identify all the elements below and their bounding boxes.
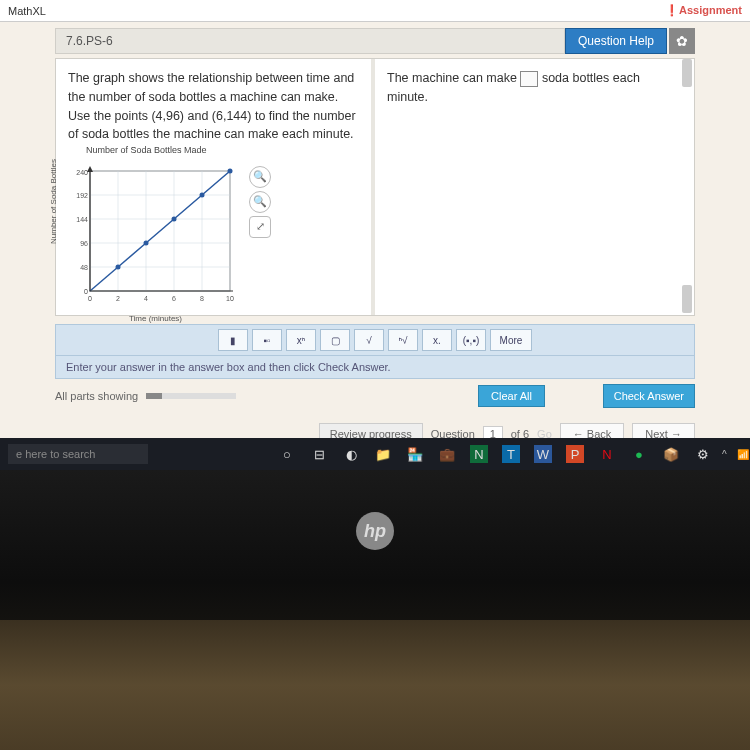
palette-btn[interactable]: √ xyxy=(354,329,384,351)
expand-chart-icon[interactable]: ⤢ xyxy=(249,216,271,238)
svg-text:48: 48 xyxy=(80,264,88,271)
svg-point-27 xyxy=(172,216,177,221)
hp-logo: hp xyxy=(356,512,394,550)
svg-text:8: 8 xyxy=(200,295,204,302)
palette-btn[interactable]: ⁿ√ xyxy=(388,329,418,351)
parts-showing-label: All parts showing xyxy=(55,390,138,402)
windows-taskbar: e here to search ○ ⊟ ◐ 📁 🏪 💼 N T W P N ●… xyxy=(0,438,750,470)
problem-text: The graph shows the relationship between… xyxy=(68,69,359,144)
svg-text:4: 4 xyxy=(144,295,148,302)
top-bar: MathXL ❗Assignment xyxy=(0,0,750,22)
palette-btn[interactable]: x. xyxy=(422,329,452,351)
svg-point-28 xyxy=(200,192,205,197)
word-icon[interactable]: W xyxy=(534,445,552,463)
answer-input[interactable] xyxy=(520,71,538,87)
answer-text-pre: The machine can make xyxy=(387,71,517,85)
palette-btn[interactable]: ▢ xyxy=(320,329,350,351)
svg-text:96: 96 xyxy=(80,240,88,247)
app-icon-2[interactable]: 📦 xyxy=(662,445,680,463)
problem-panel: The graph shows the relationship between… xyxy=(56,59,375,315)
scroll-handle-top[interactable] xyxy=(682,59,692,87)
svg-text:2: 2 xyxy=(116,295,120,302)
store-icon[interactable]: 🏪 xyxy=(406,445,424,463)
svg-text:192: 192 xyxy=(76,192,88,199)
explorer-icon[interactable]: 📁 xyxy=(374,445,392,463)
svg-text:10: 10 xyxy=(226,295,234,302)
svg-point-25 xyxy=(116,264,121,269)
svg-text:240: 240 xyxy=(76,169,88,176)
x-axis-label: Time (minutes) xyxy=(129,313,182,325)
clear-all-button[interactable]: Clear All xyxy=(478,385,545,407)
app-icon[interactable]: 💼 xyxy=(438,445,456,463)
scroll-handle-bottom[interactable] xyxy=(682,285,692,313)
zoom-in-icon[interactable]: 🔍 xyxy=(249,166,271,188)
desk-surface xyxy=(0,620,750,750)
svg-text:6: 6 xyxy=(172,295,176,302)
assignment-alert[interactable]: ❗Assignment xyxy=(665,4,742,17)
tray-chevron-icon[interactable]: ^ xyxy=(722,449,727,460)
instruction-text: Enter your answer in the answer box and … xyxy=(55,356,695,379)
line-chart: Number of Soda Bottles 04896144192240 xyxy=(68,166,243,311)
math-palette: ▮ ▪▫ xⁿ ▢ √ ⁿ√ x. (▪,▪) More xyxy=(55,324,695,356)
tray-wifi-icon[interactable]: 📶 xyxy=(737,449,749,460)
teams-icon[interactable]: T xyxy=(502,445,520,463)
check-answer-button[interactable]: Check Answer xyxy=(603,384,695,408)
y-axis-label: Number of Soda Bottles xyxy=(48,159,60,244)
zoom-out-icon[interactable]: 🔍 xyxy=(249,191,271,213)
palette-more-button[interactable]: More xyxy=(490,329,532,351)
chart-title: Number of Soda Bottles Made xyxy=(86,144,359,158)
svg-point-29 xyxy=(228,168,233,173)
taskbar-search[interactable]: e here to search xyxy=(8,444,148,464)
question-help-button[interactable]: Question Help xyxy=(565,28,667,54)
spotify-icon[interactable]: ● xyxy=(630,445,648,463)
answer-panel: The machine can make soda bottles each m… xyxy=(375,59,694,315)
taskview-icon[interactable]: ⊟ xyxy=(310,445,328,463)
cortana-icon[interactable]: ○ xyxy=(278,445,296,463)
laptop-bezel: hp xyxy=(0,470,750,750)
breadcrumb: 7.6.PS-6 xyxy=(55,28,565,54)
svg-text:0: 0 xyxy=(84,288,88,295)
progress-bar xyxy=(146,393,236,399)
palette-btn[interactable]: xⁿ xyxy=(286,329,316,351)
svg-text:0: 0 xyxy=(88,295,92,302)
netflix-icon[interactable]: N xyxy=(598,445,616,463)
edge-icon[interactable]: ◐ xyxy=(342,445,360,463)
palette-btn[interactable]: ▪▫ xyxy=(252,329,282,351)
settings-gear-icon[interactable]: ✿ xyxy=(669,28,695,54)
svg-text:144: 144 xyxy=(76,216,88,223)
powerpoint-icon[interactable]: P xyxy=(566,445,584,463)
svg-point-26 xyxy=(144,240,149,245)
settings-icon[interactable]: ⚙ xyxy=(694,445,712,463)
onenote-icon[interactable]: N xyxy=(470,445,488,463)
palette-btn[interactable]: (▪,▪) xyxy=(456,329,486,351)
brand-label: MathXL xyxy=(8,5,46,17)
palette-btn[interactable]: ▮ xyxy=(218,329,248,351)
